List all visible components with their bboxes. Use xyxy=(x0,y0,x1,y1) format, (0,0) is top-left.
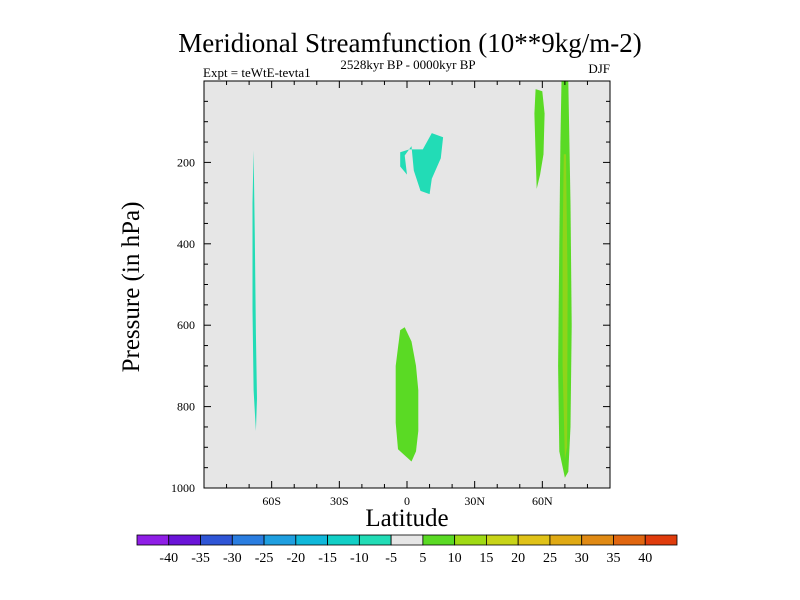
colorbar-label: 30 xyxy=(575,551,589,566)
colorbar-label: -35 xyxy=(191,551,210,566)
plot-area: 60S 30S 0 30N 60N 200 400 600 800 1000 xyxy=(171,80,611,508)
colorbar-swatch xyxy=(295,534,328,546)
colorbar-swatch xyxy=(327,534,360,546)
colorbar-swatch xyxy=(168,534,201,546)
colorbar-label: -40 xyxy=(159,551,178,566)
colorbar-label: 20 xyxy=(511,551,525,566)
colorbar-label: -15 xyxy=(318,551,337,566)
y-axis-label: Pressure (in hPa) xyxy=(118,202,145,373)
colorbar-swatch xyxy=(358,534,392,546)
contour-region-positive-cell-lower-equator xyxy=(395,327,419,462)
colorbar-swatch xyxy=(263,534,297,546)
colorbar-label: 5 xyxy=(419,551,426,566)
colorbar-label: 15 xyxy=(479,551,493,566)
x-axis-label: Latitude xyxy=(365,505,448,532)
colorbar-label: -30 xyxy=(223,551,242,566)
colorbar-label: -5 xyxy=(385,551,397,566)
y-tick-label: 200 xyxy=(177,155,195,169)
y-tick-label: 400 xyxy=(177,237,195,251)
colorbar-label: -20 xyxy=(286,551,305,566)
colorbar-swatch xyxy=(486,534,519,546)
y-tick-label: 1000 xyxy=(171,481,195,495)
x-tick-label: 60N xyxy=(532,494,553,508)
colorbar-swatch xyxy=(549,534,583,546)
colorbar: -40 -35 -30 -25 -20 -15 -10 -5 5 10 15 20 25 30 35 40 xyxy=(136,534,678,566)
y-tick-label: 600 xyxy=(177,318,195,332)
colorbar-label: -10 xyxy=(350,551,369,566)
colorbar-swatch xyxy=(581,534,614,546)
x-tick-label: 30S xyxy=(330,494,349,508)
contour-region-positive-core-70n xyxy=(562,154,568,460)
season-label: DJF xyxy=(588,61,610,76)
y-tick-label: 800 xyxy=(177,400,195,414)
colorbar-label: 10 xyxy=(448,551,462,566)
colorbar-swatch xyxy=(136,534,170,546)
colorbar-swatch xyxy=(390,534,424,546)
experiment-label: Expt = teWtE-tevta1 xyxy=(203,65,311,80)
chart-title: Meridional Streamfunction (10**9kg/m-2) xyxy=(178,28,641,58)
colorbar-label: -25 xyxy=(255,551,274,566)
x-tick-label: 60S xyxy=(262,494,281,508)
colorbar-label: 25 xyxy=(543,551,557,566)
colorbar-swatch xyxy=(613,534,646,546)
colorbar-swatch xyxy=(454,534,487,546)
contour-region-negative-cell-south-polar xyxy=(252,150,257,431)
colorbar-label: 35 xyxy=(606,551,620,566)
x-tick-label: 0 xyxy=(404,494,410,508)
contour-region-positive-cell-upper-60n xyxy=(534,89,545,189)
colorbar-swatch xyxy=(200,534,233,546)
colorbar-swatch xyxy=(517,534,551,546)
period-label: 2528kyr BP - 0000kyr BP xyxy=(340,57,475,72)
colorbar-swatch xyxy=(422,534,456,546)
x-tick-label: 30N xyxy=(464,494,485,508)
colorbar-swatch xyxy=(231,534,265,546)
colorbar-swatch xyxy=(644,534,678,546)
contour-region-negative-cell-upper-equator xyxy=(400,133,444,195)
colorbar-label: 40 xyxy=(638,551,652,566)
